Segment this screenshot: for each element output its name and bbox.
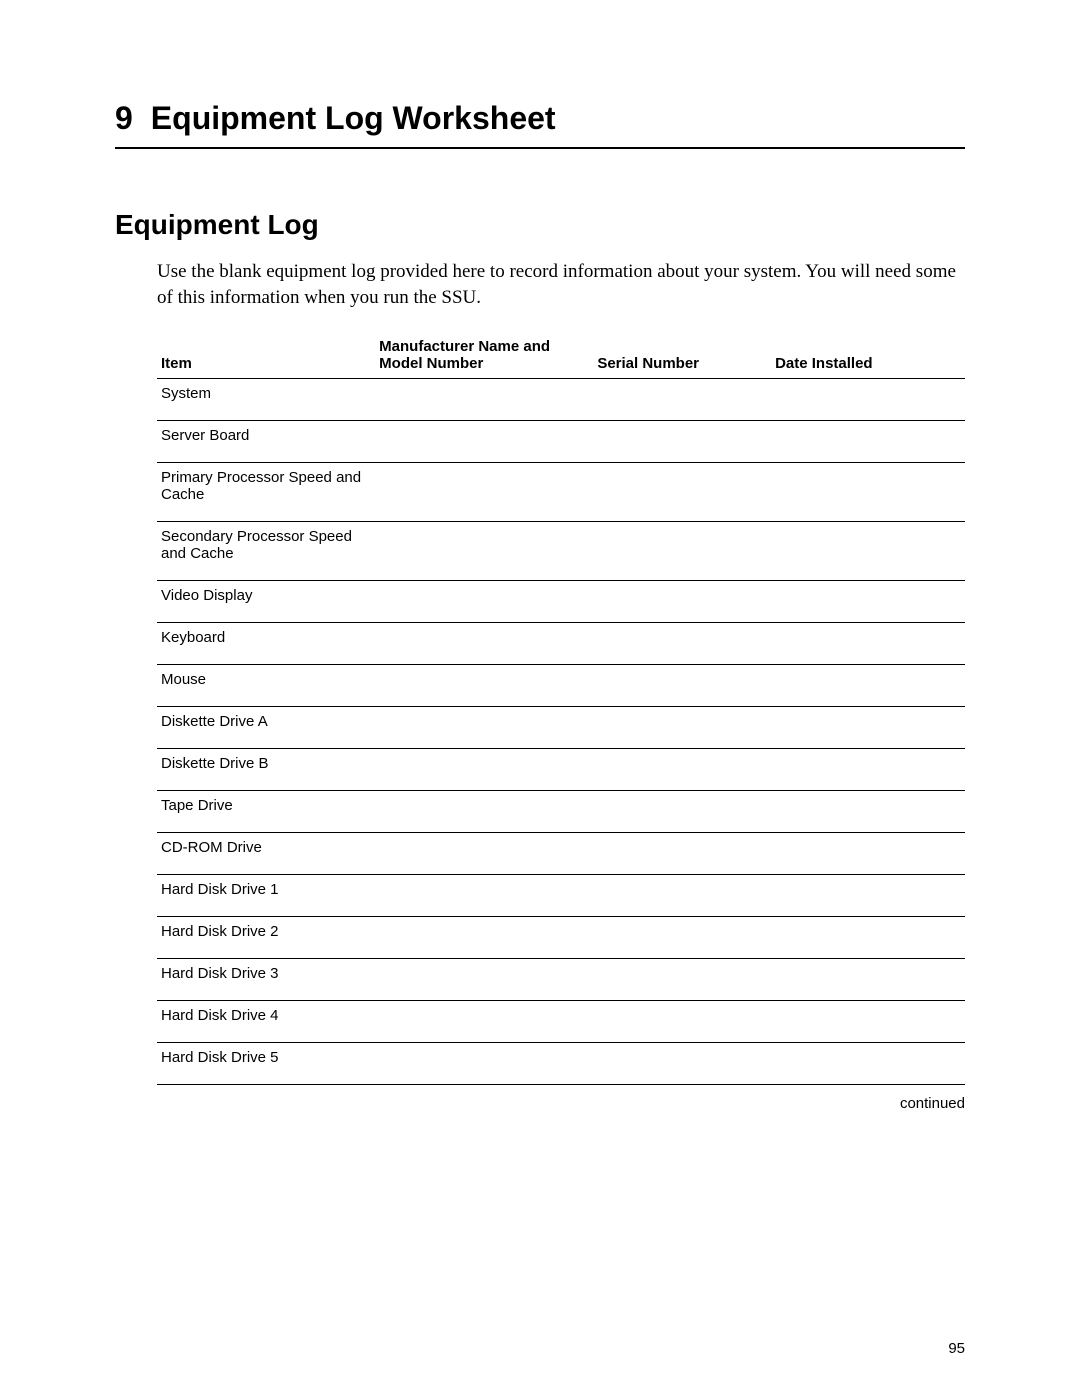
cell-serial	[593, 959, 771, 1001]
cell-mfr	[375, 581, 593, 623]
cell-item: Mouse	[157, 665, 375, 707]
page-number: 95	[948, 1340, 965, 1357]
cell-mfr	[375, 665, 593, 707]
cell-serial	[593, 707, 771, 749]
cell-serial	[593, 463, 771, 522]
table-row: Hard Disk Drive 2	[157, 917, 965, 959]
col-header-serial: Serial Number	[593, 332, 771, 379]
cell-item: Hard Disk Drive 3	[157, 959, 375, 1001]
cell-serial	[593, 833, 771, 875]
cell-date	[771, 791, 965, 833]
section-title: Equipment Log	[115, 209, 965, 241]
cell-date	[771, 833, 965, 875]
table-row: Diskette Drive B	[157, 749, 965, 791]
intro-paragraph: Use the blank equipment log provided her…	[157, 259, 965, 310]
cell-item: CD-ROM Drive	[157, 833, 375, 875]
table-row: Primary Processor Speed and Cache	[157, 463, 965, 522]
col-header-date: Date Installed	[771, 332, 965, 379]
cell-date	[771, 379, 965, 421]
cell-mfr	[375, 791, 593, 833]
cell-item: Diskette Drive A	[157, 707, 375, 749]
continued-label: continued	[157, 1095, 965, 1112]
cell-item: Diskette Drive B	[157, 749, 375, 791]
cell-mfr	[375, 421, 593, 463]
table-row: Hard Disk Drive 4	[157, 1001, 965, 1043]
cell-date	[771, 665, 965, 707]
table-row: Mouse	[157, 665, 965, 707]
cell-date	[771, 917, 965, 959]
cell-date	[771, 623, 965, 665]
table-row: Keyboard	[157, 623, 965, 665]
cell-mfr	[375, 463, 593, 522]
cell-date	[771, 1043, 965, 1085]
table-row: Server Board	[157, 421, 965, 463]
cell-serial	[593, 1001, 771, 1043]
table-row: Hard Disk Drive 5	[157, 1043, 965, 1085]
cell-date	[771, 1001, 965, 1043]
col-header-mfr: Manufacturer Name and Model Number	[375, 332, 593, 379]
cell-mfr	[375, 959, 593, 1001]
cell-item: Server Board	[157, 421, 375, 463]
chapter-heading: 9 Equipment Log Worksheet	[115, 100, 965, 149]
page: 9 Equipment Log Worksheet Equipment Log …	[0, 0, 1080, 1397]
cell-mfr	[375, 522, 593, 581]
table-row: System	[157, 379, 965, 421]
table-body: SystemServer BoardPrimary Processor Spee…	[157, 379, 965, 1085]
cell-serial	[593, 791, 771, 833]
cell-date	[771, 522, 965, 581]
equipment-log-table: Item Manufacturer Name and Model Number …	[157, 332, 965, 1085]
cell-date	[771, 421, 965, 463]
col-header-item: Item	[157, 332, 375, 379]
cell-item: Primary Processor Speed and Cache	[157, 463, 375, 522]
cell-mfr	[375, 833, 593, 875]
table-header-row: Item Manufacturer Name and Model Number …	[157, 332, 965, 379]
cell-date	[771, 875, 965, 917]
table-row: Video Display	[157, 581, 965, 623]
cell-serial	[593, 421, 771, 463]
cell-date	[771, 463, 965, 522]
chapter-title-text: Equipment Log Worksheet	[151, 100, 556, 137]
cell-mfr	[375, 379, 593, 421]
cell-serial	[593, 623, 771, 665]
cell-serial	[593, 917, 771, 959]
table-row: Diskette Drive A	[157, 707, 965, 749]
chapter-number: 9	[115, 100, 133, 137]
table-row: Hard Disk Drive 3	[157, 959, 965, 1001]
cell-mfr	[375, 875, 593, 917]
cell-mfr	[375, 749, 593, 791]
cell-item: Tape Drive	[157, 791, 375, 833]
cell-mfr	[375, 1043, 593, 1085]
cell-item: System	[157, 379, 375, 421]
cell-item: Hard Disk Drive 4	[157, 1001, 375, 1043]
cell-serial	[593, 581, 771, 623]
cell-serial	[593, 665, 771, 707]
cell-serial	[593, 749, 771, 791]
cell-item: Video Display	[157, 581, 375, 623]
cell-item: Hard Disk Drive 1	[157, 875, 375, 917]
cell-date	[771, 959, 965, 1001]
cell-item: Keyboard	[157, 623, 375, 665]
table-row: CD-ROM Drive	[157, 833, 965, 875]
table-row: Hard Disk Drive 1	[157, 875, 965, 917]
cell-date	[771, 707, 965, 749]
cell-item: Hard Disk Drive 5	[157, 1043, 375, 1085]
table-row: Tape Drive	[157, 791, 965, 833]
cell-serial	[593, 379, 771, 421]
cell-mfr	[375, 623, 593, 665]
cell-mfr	[375, 917, 593, 959]
cell-mfr	[375, 707, 593, 749]
cell-item: Secondary Processor Speed and Cache	[157, 522, 375, 581]
cell-date	[771, 581, 965, 623]
cell-serial	[593, 1043, 771, 1085]
cell-serial	[593, 875, 771, 917]
cell-mfr	[375, 1001, 593, 1043]
cell-date	[771, 749, 965, 791]
cell-item: Hard Disk Drive 2	[157, 917, 375, 959]
table-row: Secondary Processor Speed and Cache	[157, 522, 965, 581]
cell-serial	[593, 522, 771, 581]
